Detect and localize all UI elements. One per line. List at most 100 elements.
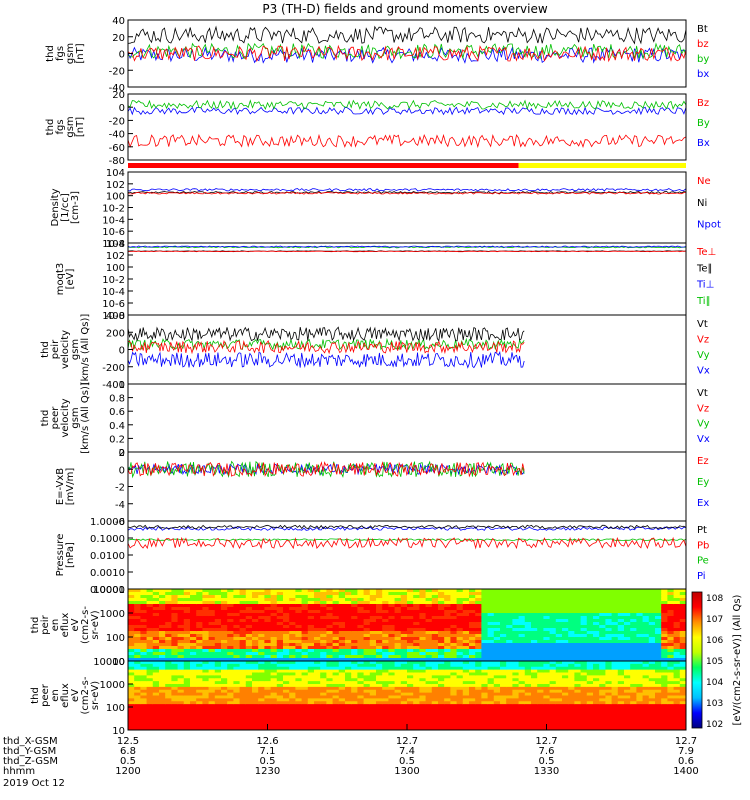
spectrogram-cell xyxy=(314,628,321,632)
spectrogram-cell xyxy=(221,658,228,661)
spectrogram-cell xyxy=(444,675,451,679)
spectrogram-cell xyxy=(369,718,377,722)
spectrogram-cell xyxy=(394,686,402,691)
spectrogram-cell xyxy=(376,715,383,720)
spectrogram-cell xyxy=(586,622,594,626)
spectrogram-cell xyxy=(140,649,148,653)
spectrogram-cell xyxy=(320,604,327,608)
spectrogram-cell xyxy=(599,613,606,617)
spectrogram-cell xyxy=(462,658,470,661)
spectrogram-cell xyxy=(345,649,352,653)
spectrogram-cell xyxy=(338,701,346,705)
spectrogram-cell xyxy=(227,686,234,691)
spectrogram-cell xyxy=(642,692,650,697)
spectrogram-cell xyxy=(487,640,495,644)
spectrogram-cell xyxy=(376,625,383,629)
spectrogram-cell xyxy=(462,631,470,635)
spectrogram-cell xyxy=(363,692,371,697)
spectrogram-cell xyxy=(388,709,396,714)
spectrogram-cell xyxy=(673,622,681,626)
spectrogram-cell xyxy=(673,640,681,644)
spectrogram-cell xyxy=(227,604,234,608)
spectrogram-cell xyxy=(469,592,476,596)
legend-entry-by: by xyxy=(697,54,709,65)
spectrogram-cell xyxy=(586,619,594,623)
spectrogram-cell xyxy=(555,684,563,688)
spectrogram-cell xyxy=(177,652,185,656)
y-axis-label: peer xyxy=(50,406,61,430)
spectrogram-cell xyxy=(506,686,513,691)
spectrogram-cell xyxy=(208,689,216,694)
spectrogram-cell xyxy=(580,692,588,697)
y-axis-label: (cm2-s- xyxy=(80,676,91,714)
spectrogram-cell xyxy=(326,607,334,611)
spectrogram-cell xyxy=(183,712,191,717)
spectrogram-cell xyxy=(506,622,513,626)
spectrogram-cell xyxy=(531,634,538,638)
spectrogram-cell xyxy=(326,601,334,605)
spectrogram-cell xyxy=(183,727,191,730)
spectrogram-cell xyxy=(326,724,334,728)
spectrogram-cell xyxy=(493,666,501,671)
spectrogram-cell xyxy=(679,598,686,602)
spectrogram-cell xyxy=(555,634,563,638)
spectrogram-cell xyxy=(518,649,526,653)
spectrogram-cell xyxy=(214,658,222,661)
spectrogram-cell xyxy=(642,669,650,674)
spectrogram-cell xyxy=(276,686,284,691)
spectrogram-cell xyxy=(469,646,476,650)
spectrogram-cell xyxy=(202,625,210,629)
spectrogram-cell xyxy=(177,598,185,602)
spectrogram-cell xyxy=(580,707,588,711)
spectrogram-cell xyxy=(165,643,172,647)
spectrogram-cell xyxy=(586,686,594,691)
spectrogram-cell xyxy=(388,643,396,647)
spectrogram-cell xyxy=(481,592,489,596)
spectrogram-cell xyxy=(574,634,582,638)
spectrogram-cell xyxy=(134,701,141,705)
spectrogram-cell xyxy=(146,607,154,611)
y-tick-label: 2 xyxy=(119,448,125,459)
spectrogram-cell xyxy=(221,661,228,665)
spectrogram-cell xyxy=(252,622,259,626)
spectrogram-cell xyxy=(512,686,520,691)
spectrogram-cell xyxy=(152,666,160,671)
spectrogram-cell xyxy=(562,622,569,626)
spectrogram-cell xyxy=(394,701,402,705)
spectrogram-cell xyxy=(636,709,644,714)
spectrogram-cell xyxy=(518,592,526,596)
spectrogram-cell xyxy=(326,628,334,632)
spectrogram-cell xyxy=(245,666,253,671)
spectrogram-cell xyxy=(425,709,433,714)
spectrogram-cell xyxy=(500,646,507,650)
spectrogram-cell xyxy=(326,718,334,722)
spectrogram-cell xyxy=(475,666,482,671)
spectrogram-cell xyxy=(152,701,160,705)
spectrogram-cell xyxy=(202,592,210,596)
spectrogram-cell xyxy=(233,652,241,656)
spectrogram-cell xyxy=(487,634,495,638)
spectrogram-cell xyxy=(481,595,489,599)
spectrogram-cell xyxy=(555,622,563,626)
spectrogram-cell xyxy=(301,652,309,656)
spectrogram-cell xyxy=(593,663,600,668)
spectrogram-cell xyxy=(264,646,272,650)
spectrogram-cell xyxy=(456,640,464,644)
spectrogram-cell xyxy=(518,646,526,650)
spectrogram-cell xyxy=(586,595,594,599)
spectrogram-cell xyxy=(221,672,228,676)
panel-frame xyxy=(127,242,687,316)
spectrogram-cell xyxy=(394,637,402,641)
spectrogram-cell xyxy=(208,592,216,596)
spectrogram-cell xyxy=(648,684,656,688)
spectrogram-cell xyxy=(307,622,315,626)
spectrogram-cell xyxy=(159,619,166,623)
spectrogram-cell xyxy=(487,669,495,674)
spectrogram-cell xyxy=(239,637,247,641)
spectrogram-cell xyxy=(642,698,650,702)
spectrogram-cell xyxy=(562,658,569,661)
spectrogram-cell xyxy=(537,681,544,685)
spectrogram-cell xyxy=(171,692,179,697)
spectrogram-cell xyxy=(679,666,686,671)
spectrogram-cell xyxy=(214,598,222,602)
